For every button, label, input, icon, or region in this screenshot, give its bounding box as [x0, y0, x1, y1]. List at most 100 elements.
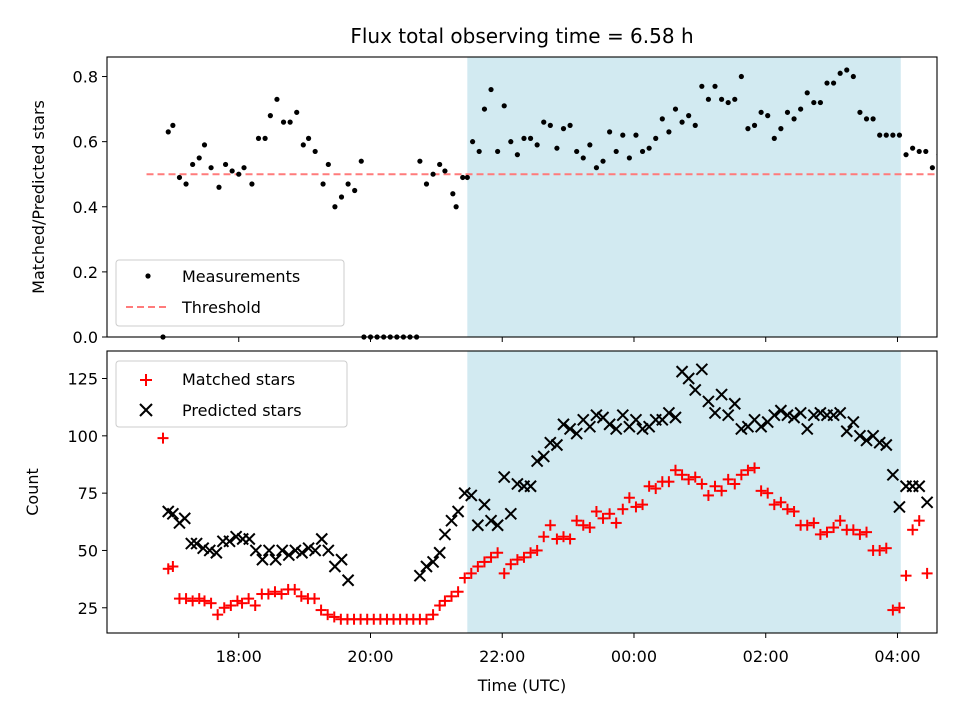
- predicted-star-point: [282, 548, 296, 562]
- predicted-star-x-b: [185, 537, 198, 550]
- predicted-star-point: [243, 532, 256, 546]
- predicted-star-point: [438, 528, 452, 541]
- predicted-star-point: [603, 418, 616, 431]
- measurement-point: [241, 165, 247, 171]
- matched-star-point: [729, 478, 741, 490]
- measurement-point: [758, 109, 764, 115]
- measurement-point: [718, 96, 725, 102]
- measurement-point: [229, 168, 235, 174]
- x-tick-label: 22:00: [479, 647, 525, 666]
- predicted-star-x-b: [289, 544, 302, 557]
- matched-star-point: [157, 432, 169, 444]
- predicted-star-x-b: [178, 512, 191, 525]
- measurement-point: [183, 181, 189, 187]
- predicted-star-point: [833, 406, 847, 420]
- predicted-star-x-b: [669, 411, 682, 424]
- matched-star-point: [459, 572, 471, 584]
- measurement-point: [208, 165, 214, 171]
- predicted-star-x-b: [315, 532, 328, 546]
- matched-star-point: [193, 593, 205, 605]
- predicted-star-point: [203, 544, 216, 557]
- measurement-point: [633, 132, 639, 138]
- measurement-point: [745, 126, 751, 132]
- predicted-star-point: [781, 408, 794, 422]
- predicted-star-point: [420, 560, 433, 573]
- measurement-point: [830, 80, 837, 86]
- predicted-star-x-b: [629, 413, 643, 426]
- predicted-star-point: [256, 553, 269, 566]
- measurement-point: [692, 122, 698, 128]
- measurement-point: [514, 152, 520, 158]
- matched-star-point: [427, 609, 439, 621]
- measurement-point: [607, 129, 613, 135]
- matched-star-point: [525, 547, 537, 559]
- predicted-star-point: [590, 408, 603, 422]
- predicted-star-x-b: [570, 427, 583, 440]
- predicted-star-point: [886, 468, 900, 482]
- measurement-point: [274, 96, 280, 102]
- matched-star-point: [225, 599, 237, 611]
- matched-star-point: [709, 480, 721, 492]
- predicted-star-point: [498, 470, 511, 484]
- predicted-star-point: [550, 438, 564, 452]
- measurement-point: [437, 161, 443, 168]
- predicted-star-point: [860, 434, 873, 447]
- measurement-point: [345, 181, 351, 187]
- y-tick-label: 25: [78, 599, 98, 618]
- predicted-star-point: [708, 406, 722, 420]
- predicted-star-point: [458, 486, 471, 500]
- measurement-point: [423, 181, 430, 187]
- predicted-star-point: [451, 505, 465, 518]
- y-tick-label: 75: [78, 484, 98, 503]
- predicted-star-x-b: [596, 411, 610, 424]
- predicted-star-point: [807, 408, 821, 422]
- predicted-star-point: [570, 427, 583, 440]
- matched-star-point: [478, 556, 490, 568]
- predicted-star-x-b: [866, 429, 880, 443]
- predicted-star-x-b: [689, 383, 702, 397]
- measurement-point: [613, 148, 619, 155]
- predicted-star-x-b: [162, 505, 175, 518]
- predicted-star-x-b: [754, 420, 768, 433]
- predicted-star-x-b: [695, 363, 709, 376]
- matched-star-point: [236, 597, 248, 609]
- measurement-point: [165, 129, 171, 135]
- legend-predicted-marker: [139, 403, 153, 417]
- predicted-star-point: [491, 519, 504, 532]
- predicted-star-point: [504, 507, 518, 520]
- predicted-star-point: [682, 372, 695, 385]
- measurement-point: [659, 116, 665, 122]
- measurement-point: [488, 86, 494, 93]
- predicted-star-x-b: [504, 507, 518, 520]
- measurement-point: [791, 116, 797, 122]
- predicted-star-x-b: [768, 408, 781, 422]
- measurement-point: [910, 145, 916, 151]
- matched-star-point: [577, 519, 589, 531]
- predicted-star-point: [413, 569, 427, 582]
- measurement-point: [778, 126, 784, 132]
- predicted-star-x-b: [781, 408, 794, 422]
- measurement-point: [508, 139, 514, 145]
- predicted-star-x-b: [590, 408, 603, 422]
- predicted-star-point: [295, 546, 309, 559]
- measurement-point: [923, 148, 929, 155]
- predicted-star-x-b: [210, 546, 223, 559]
- matched-star-point: [309, 593, 320, 605]
- predicted-star-x-b: [276, 544, 289, 557]
- matched-star-point: [669, 464, 681, 476]
- observing-window-span: [467, 57, 901, 337]
- measurement-point: [850, 73, 856, 80]
- matched-star-point: [775, 496, 787, 508]
- observing-window-span-count: [467, 351, 901, 633]
- matched-star-point: [676, 469, 688, 481]
- matched-star-point: [742, 464, 754, 476]
- predicted-star-x-b: [196, 541, 210, 555]
- matched-star-point: [921, 567, 933, 579]
- measurement-point: [863, 116, 870, 122]
- predicted-star-point: [223, 535, 236, 548]
- measurement-point: [751, 122, 758, 128]
- measurement-point: [646, 145, 652, 151]
- predicted-star-point: [609, 422, 623, 436]
- measurement-point: [837, 70, 843, 76]
- matched-star-point: [180, 593, 192, 605]
